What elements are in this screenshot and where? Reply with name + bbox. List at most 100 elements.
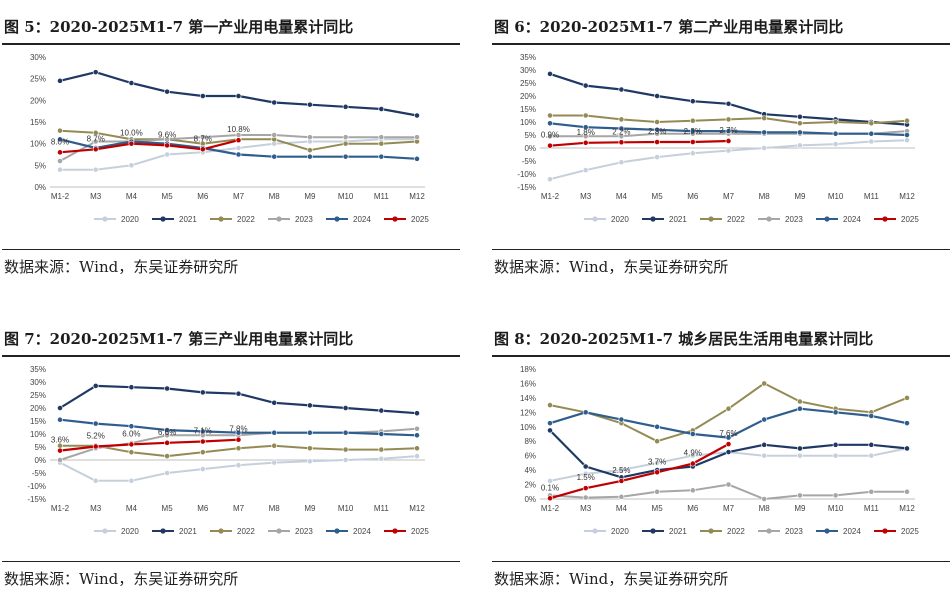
- y-tick-label: 2%: [524, 481, 536, 490]
- data-point: [904, 488, 910, 495]
- series-2025: [547, 138, 732, 149]
- legend-label: 2025: [901, 215, 919, 224]
- data-point: [689, 487, 696, 494]
- data-point: [57, 405, 63, 411]
- y-tick-label: 20%: [30, 96, 46, 105]
- data-point: [92, 382, 99, 389]
- data-point: [761, 416, 768, 423]
- y-tick-label: 15%: [30, 417, 46, 426]
- y-tick-label: 25%: [520, 79, 536, 88]
- x-tick-label: M8: [759, 504, 771, 513]
- legend-label: 2023: [295, 215, 313, 224]
- x-tick-label: M6: [687, 192, 699, 201]
- legend-swatch-marker: [650, 216, 656, 222]
- data-point: [199, 134, 206, 141]
- data-point: [547, 495, 553, 502]
- x-tick-label: M5: [652, 504, 664, 513]
- title-rule: [492, 355, 950, 357]
- data-point: [582, 112, 589, 119]
- y-tick-label: 18%: [520, 365, 536, 374]
- data-point: [306, 402, 313, 409]
- data-point: [199, 428, 206, 435]
- series-2023: [547, 481, 910, 502]
- source-rule: [2, 561, 460, 562]
- y-tick-label: 10%: [520, 118, 536, 127]
- data-label: 6.6%: [158, 428, 176, 437]
- data-point: [654, 438, 660, 445]
- data-point: [164, 470, 170, 476]
- data-point: [271, 459, 278, 466]
- data-point: [235, 145, 242, 151]
- data-point: [796, 129, 803, 136]
- data-point: [547, 420, 553, 427]
- y-tick-label: -15%: [517, 183, 536, 192]
- figure-title: 图 8：2020-2025M1-7 城乡居民生活用电量累计同比: [494, 330, 874, 348]
- x-tick-label: M11: [864, 504, 880, 513]
- legend-label: 2025: [411, 527, 429, 536]
- series-2022: [547, 380, 910, 445]
- data-point: [689, 150, 696, 157]
- data-point: [378, 446, 385, 453]
- source-rule: [2, 249, 460, 250]
- y-tick-label: 30%: [520, 66, 536, 75]
- data-point: [725, 100, 732, 107]
- data-point: [235, 390, 242, 397]
- data-label: 10.8%: [227, 125, 250, 134]
- data-point: [618, 493, 625, 500]
- legend-swatch-marker: [334, 528, 340, 534]
- data-point: [57, 416, 63, 423]
- data-point: [235, 462, 242, 469]
- legend-label: 2021: [179, 215, 197, 224]
- series-line: [59, 438, 239, 452]
- source-note: 数据来源：Wind，东吴证券研究所: [494, 570, 729, 588]
- y-tick-label: -10%: [517, 170, 536, 179]
- y-tick-label: 10%: [30, 430, 46, 439]
- data-point: [547, 120, 553, 127]
- legend-label: 2022: [727, 527, 745, 536]
- data-label: 0.9%: [541, 131, 559, 140]
- source-rule: [492, 249, 950, 250]
- data-label: 2.3%: [684, 127, 702, 136]
- data-point: [618, 478, 625, 484]
- data-point: [725, 481, 732, 488]
- data-point: [868, 452, 875, 459]
- data-point: [235, 137, 242, 144]
- legend-label: 2020: [611, 215, 629, 224]
- data-point: [128, 477, 135, 484]
- data-point: [547, 112, 553, 119]
- data-label: 0.1%: [541, 483, 559, 492]
- data-point: [306, 101, 313, 108]
- y-tick-label: 16%: [520, 379, 536, 388]
- data-point: [235, 445, 242, 452]
- series-2024: [547, 120, 910, 138]
- data-point: [868, 138, 875, 145]
- y-tick-label: 0%: [524, 495, 536, 504]
- legend-swatch-marker: [102, 528, 108, 534]
- data-point: [689, 117, 696, 124]
- data-point: [796, 142, 803, 149]
- source-rule: [492, 561, 950, 562]
- data-point: [582, 133, 589, 140]
- data-point: [342, 429, 349, 436]
- data-point: [582, 463, 589, 470]
- data-label: 7.6%: [719, 429, 737, 438]
- x-tick-label: M5: [162, 504, 174, 513]
- data-point: [414, 112, 420, 119]
- y-tick-label: 0%: [34, 183, 46, 192]
- data-label: 4.9%: [684, 449, 702, 458]
- data-point: [378, 140, 385, 147]
- legend-label: 2024: [843, 215, 861, 224]
- data-point: [342, 446, 349, 453]
- legend-swatch-marker: [650, 528, 656, 534]
- legend-label: 2024: [353, 215, 371, 224]
- title-rule: [492, 43, 950, 45]
- data-point: [725, 405, 732, 412]
- series-2024: [57, 416, 420, 439]
- data-point: [547, 70, 553, 77]
- x-tick-label: M6: [197, 192, 209, 201]
- data-point: [654, 459, 660, 466]
- data-label: 8.7%: [194, 134, 212, 143]
- data-point: [868, 441, 875, 448]
- data-point: [582, 139, 589, 146]
- data-point: [796, 113, 803, 120]
